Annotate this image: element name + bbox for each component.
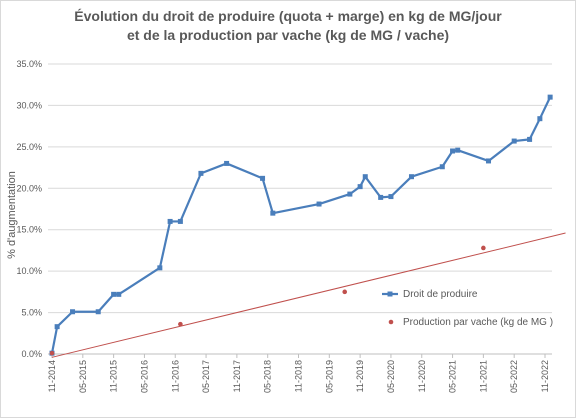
data-point-droit-de-produire: [167, 218, 173, 224]
data-point-droit-de-produire: [116, 291, 122, 297]
data-point-droit-de-produire: [198, 170, 204, 176]
x-tick-label: 11-2022: [540, 360, 550, 392]
y-tick-label: 35.0%: [16, 59, 42, 69]
x-tick-label: 11-2014: [47, 360, 57, 392]
x-tick-label: 05-2021: [448, 360, 458, 393]
legend: Droit de produire Production par vache (k…: [382, 289, 553, 328]
x-tick-label: 11-2015: [109, 360, 119, 392]
data-point-droit-de-produire: [511, 138, 517, 144]
trendline: [51, 232, 566, 358]
data-point-droit-de-produire: [157, 265, 163, 271]
y-tick-label: 15.0%: [16, 225, 42, 235]
chart-title-line-2: et de la production par vache (kg de MG …: [126, 27, 450, 43]
data-point-droit-de-produire: [547, 94, 553, 100]
data-point-droit-de-produire: [95, 309, 101, 315]
x-tick-label: 05-2017: [201, 360, 211, 393]
chart-title-line-1: Évolution du droit de produire (quota + …: [74, 8, 502, 24]
x-axis-ticks: 11-2014 05-2015 11-2015 05-2016 11-2016 05-20…: [47, 354, 550, 393]
chart-title: Évolution du droit de produire (quota + …: [0, 7, 576, 45]
data-point-droit-de-produire: [439, 164, 445, 170]
y-tick-label: 30.0%: [16, 100, 42, 110]
series-layer: [49, 94, 553, 356]
x-tick-label: 05-2019: [324, 360, 334, 393]
legend-label-droit-de-produire: Droit de produire: [403, 289, 478, 300]
legend-label-production-par-vache: Production par vache (kg de MG ): [403, 317, 553, 328]
data-point-droit-de-produire: [408, 174, 414, 180]
data-point-droit-de-produire: [486, 158, 492, 164]
y-tick-label: 5.0%: [21, 308, 42, 318]
legend-marker-swatch: [388, 319, 394, 325]
data-point-droit-de-produire: [270, 210, 276, 216]
legend-marker-swatch: [387, 291, 393, 297]
data-point-droit-de-produire: [224, 160, 230, 166]
x-tick-label: 11-2019: [355, 360, 365, 392]
data-point-droit-de-produire: [70, 309, 76, 315]
data-point-production-par-vache: [481, 245, 486, 251]
x-tick-label: 05-2022: [509, 360, 519, 393]
y-tick-label: 0.0%: [21, 349, 42, 359]
data-point-droit-de-produire: [378, 194, 384, 200]
data-point-droit-de-produire: [347, 191, 353, 197]
y-tick-label: 25.0%: [16, 142, 42, 152]
x-tick-label: 05-2015: [78, 360, 88, 393]
x-tick-label: 11-2020: [417, 360, 427, 392]
x-tick-label: 11-2021: [478, 360, 488, 392]
y-tick-label: 10.0%: [16, 266, 42, 276]
x-tick-label: 11-2016: [170, 360, 180, 392]
data-point-droit-de-produire: [316, 201, 322, 207]
trendline-layer: [51, 232, 566, 358]
x-tick-label: 05-2018: [263, 360, 273, 393]
data-point-droit-de-produire: [357, 184, 363, 190]
data-point-droit-de-produire: [177, 218, 183, 224]
series-line-droit-de-produire: [50, 96, 552, 354]
data-point-production-par-vache: [342, 289, 348, 295]
data-point-production-par-vache: [49, 350, 55, 356]
data-point-droit-de-produire: [362, 174, 368, 180]
data-point-droit-de-produire: [54, 324, 60, 330]
data-point-droit-de-produire: [537, 116, 543, 122]
y-axis-ticks: 0.0% 5.0% 10.0% 15.0% 20.0% 25.0% 30.0% 35.0%: [16, 59, 42, 359]
data-point-droit-de-produire: [450, 148, 456, 154]
data-point-droit-de-produire: [388, 194, 394, 200]
data-point-droit-de-produire: [455, 147, 461, 153]
x-tick-label: 05-2016: [139, 360, 149, 393]
data-point-droit-de-produire: [111, 291, 117, 297]
data-point-production-par-vache: [178, 321, 183, 327]
y-tick-label: 20.0%: [16, 183, 42, 193]
x-tick-label: 11-2018: [294, 360, 304, 392]
x-tick-label: 11-2017: [232, 360, 242, 392]
x-tick-label: 05-2020: [386, 360, 396, 393]
data-point-droit-de-produire: [527, 136, 533, 142]
y-axis-title: % d'augmentation: [6, 171, 18, 259]
grid-lines: [48, 63, 552, 355]
data-point-droit-de-produire: [260, 175, 266, 181]
